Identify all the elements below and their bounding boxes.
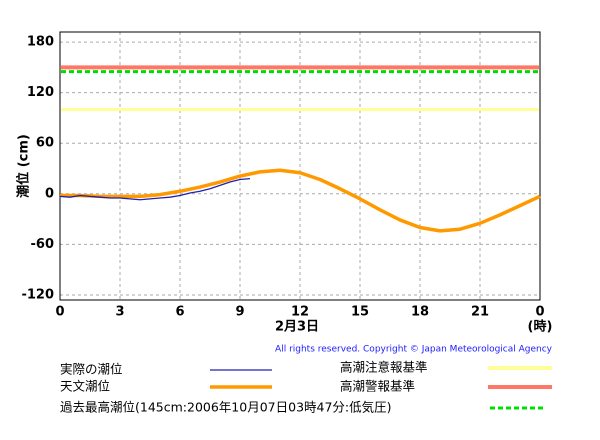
plot-border [59, 31, 541, 301]
x-axis-unit: (時) [528, 319, 553, 335]
x-tick-label: 21 [471, 305, 489, 320]
copyright: All rights reserved. Copyright © Japan M… [275, 345, 553, 355]
y-axis-label: 潮位 (cm) [16, 134, 32, 198]
y-tick-label: -120 [21, 287, 54, 302]
y-tick-label: 60 [36, 136, 54, 151]
x-tick-label: 6 [175, 305, 184, 320]
series-line [59, 177, 251, 201]
x-tick-label: 18 [411, 305, 429, 320]
x-tick-label: 15 [351, 305, 369, 320]
x-tick-label: 0 [55, 305, 64, 320]
legend-label: 天文潮位 [60, 379, 110, 394]
x-tick-label: 12 [291, 305, 309, 320]
x-tick-label: 9 [235, 305, 244, 320]
y-tick-label: 0 [45, 186, 54, 201]
y-tick-label: 120 [27, 85, 54, 100]
y-tick-label: -60 [31, 237, 55, 252]
legend-label: 高潮警報基準 [340, 379, 415, 394]
legend-label: 高潮注意報基準 [340, 360, 428, 375]
x-tick-label: 3 [115, 305, 124, 320]
x-tick-label: 0 [535, 305, 544, 320]
y-tick-label: 180 [27, 35, 54, 50]
legend-label: 実際の潮位 [60, 362, 123, 377]
series-line [60, 168, 541, 233]
x-axis-label: 2月3日 [275, 320, 319, 335]
legend-label: 過去最高潮位(145cm:2006年10月07日03時47分:低気圧) [60, 400, 392, 415]
